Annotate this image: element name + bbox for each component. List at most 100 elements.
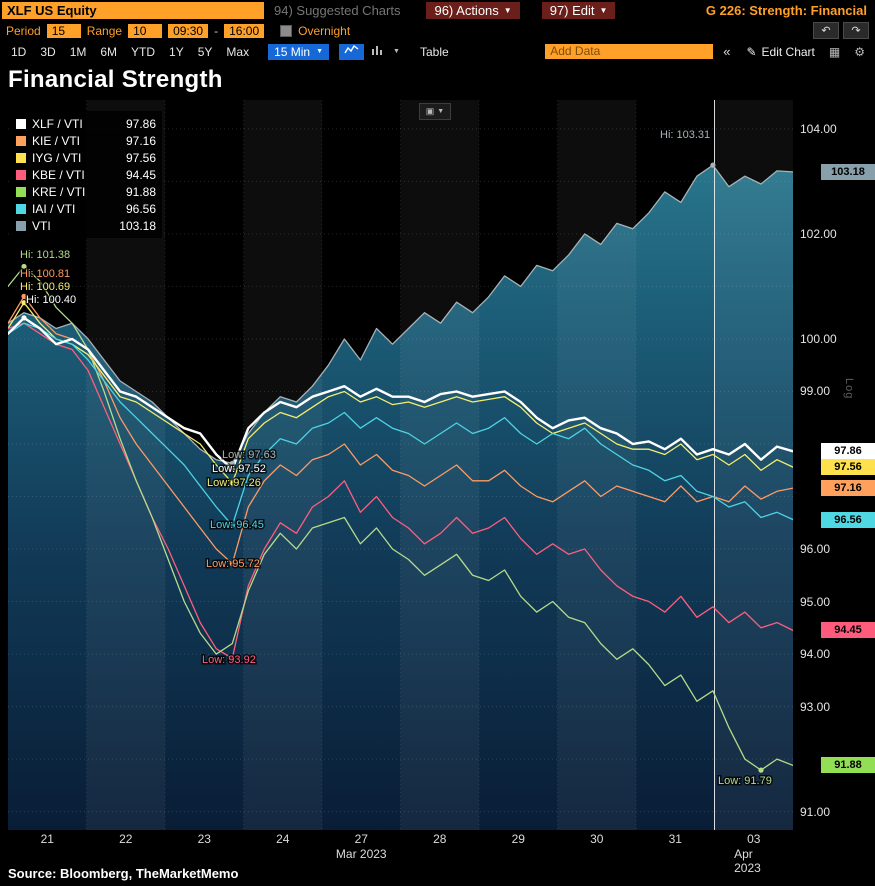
range-tab-ytd[interactable]: YTD xyxy=(124,44,162,60)
legend-value: 103.18 xyxy=(119,218,156,233)
legend-label: KIE / VTI xyxy=(32,133,81,148)
x-axis-month-label: Apr 2023 xyxy=(734,847,761,875)
session-band xyxy=(714,100,793,830)
range-tab-3d[interactable]: 3D xyxy=(33,44,62,60)
interval-dropdown[interactable]: 15 Min ▼ xyxy=(268,43,330,60)
legend-row-kbe[interactable]: KBE / VTI 94.45 xyxy=(16,166,156,183)
x-axis-day-label: 24 xyxy=(276,832,290,846)
annotation-dot xyxy=(229,466,235,472)
chart-type-chevron-icon[interactable]: ▼ xyxy=(393,48,400,55)
edit-menu-label: 97) Edit xyxy=(549,3,595,18)
bar-chart-type-button[interactable] xyxy=(366,44,388,60)
annotation-label: Hi: 101.38 xyxy=(20,249,70,261)
overnight-checkbox[interactable] xyxy=(280,24,293,37)
menu-bar: XLF US Equity 94) Suggested Charts 96) A… xyxy=(0,0,875,21)
source-credit: Source: Bloomberg, TheMarketMemo xyxy=(8,866,239,881)
gear-icon[interactable]: ⚙ xyxy=(854,44,865,59)
chart-plot-area[interactable]: Hi: 103.31 Hi: 101.38 Hi: 100.81 Hi: 100.69… xyxy=(8,100,793,830)
redo-button[interactable]: ↷ xyxy=(843,22,869,39)
chart-options-chip[interactable]: ▣ ▼ xyxy=(419,103,451,120)
actions-menu[interactable]: 96) Actions ▼ xyxy=(426,2,520,19)
legend-label: IAI / VTI xyxy=(32,201,76,216)
legend-row-kre[interactable]: KRE / VTI 91.88 xyxy=(16,183,156,200)
legend-swatch xyxy=(16,118,26,129)
x-axis-day-label: 21 xyxy=(40,832,54,846)
grid-icon[interactable]: ▦ xyxy=(828,44,841,59)
series-line-kre xyxy=(8,265,793,771)
legend: XLF / VTI 97.86 KIE / VTI 97.16 IYG / VTI 97.… xyxy=(10,111,162,238)
legend-swatch xyxy=(16,186,26,197)
security-ticker-box[interactable]: XLF US Equity xyxy=(2,2,264,19)
range-tab-6m[interactable]: 6M xyxy=(93,44,124,60)
legend-label: KBE / VTI xyxy=(32,167,85,182)
session-dash: - xyxy=(214,23,219,38)
undo-button[interactable]: ↶ xyxy=(813,22,839,39)
annotation-label: Hi: 103.31 xyxy=(660,129,710,141)
range-tab-1d[interactable]: 1D xyxy=(4,44,33,60)
annotation-dot xyxy=(758,767,764,773)
y-axis-label: 95.00 xyxy=(800,594,831,609)
range-tab-1y[interactable]: 1Y xyxy=(162,44,191,60)
session-start-input[interactable]: 09:30 xyxy=(168,23,209,38)
range-tab-max[interactable]: Max xyxy=(219,44,256,60)
log-scale-label: Log xyxy=(843,378,855,400)
x-axis-month-label: Mar 2023 xyxy=(335,847,387,861)
y-axis-label: 94.00 xyxy=(800,647,831,662)
annotation-label: Low: 93.92 xyxy=(202,654,256,666)
annotation-dot xyxy=(710,162,716,168)
legend-row-kie[interactable]: KIE / VTI 97.16 xyxy=(16,132,156,149)
x-axis-day-label: 31 xyxy=(668,832,682,846)
range-input[interactable]: 10 xyxy=(128,23,163,38)
annotation-label: Low: 91.79 xyxy=(718,775,772,787)
line-chart-type-button[interactable] xyxy=(339,43,365,60)
legend-row-xlf[interactable]: XLF / VTI 97.86 xyxy=(16,115,156,132)
legend-label: KRE / VTI xyxy=(32,184,86,199)
y-axis: Log 104.00 102.00 100.00 99.00 96.00 95.00 94.… xyxy=(793,100,875,830)
add-data-input[interactable]: Add Data xyxy=(545,44,714,59)
range-tab-5y[interactable]: 5Y xyxy=(191,44,220,60)
price-badge-kbe: 94.45 xyxy=(821,622,875,639)
table-button[interactable]: Table xyxy=(411,45,458,59)
session-band xyxy=(400,100,479,830)
range-tab-1m[interactable]: 1M xyxy=(63,44,94,60)
menu-suggested-charts[interactable]: 94) Suggested Charts xyxy=(274,3,401,18)
legend-row-iyg[interactable]: IYG / VTI 97.56 xyxy=(16,149,156,166)
series-line-vti xyxy=(8,164,793,465)
bar-chart-icon xyxy=(371,44,383,59)
collapse-button[interactable]: « xyxy=(723,44,731,59)
legend-value: 91.88 xyxy=(125,184,156,199)
edit-chart-button[interactable]: ✎ Edit Chart xyxy=(740,44,820,60)
price-badge-iyg: 97.56 xyxy=(821,459,875,476)
series-line-iai xyxy=(8,322,793,527)
edit-menu[interactable]: 97) Edit ▼ xyxy=(541,2,616,19)
legend-value: 97.16 xyxy=(125,133,156,148)
y-axis-label: 96.00 xyxy=(800,542,831,557)
legend-swatch xyxy=(16,203,26,214)
price-badge-kre: 91.88 xyxy=(821,757,875,774)
annotation-dot xyxy=(21,263,27,270)
interval-value: 15 Min xyxy=(274,44,311,59)
annotation-dot xyxy=(229,655,235,661)
session-end-input[interactable]: 16:00 xyxy=(224,23,265,38)
x-axis: 21 22 23 24 27 28 29 30 31 03 Mar 2023 Apr 2023 xyxy=(8,830,793,875)
legend-row-iai[interactable]: IAI / VTI 96.56 xyxy=(16,200,156,217)
period-input[interactable]: 15 xyxy=(46,23,81,38)
function-title: G 226: Strength: Financial xyxy=(705,3,867,18)
history-controls: ↶ ↷ xyxy=(813,22,869,39)
legend-value: 97.86 xyxy=(125,116,156,131)
annotation-dot xyxy=(21,315,27,321)
period-label: Period xyxy=(6,23,41,38)
annotation-label: Hi: 100.40 xyxy=(26,294,76,306)
annotation-dot xyxy=(21,293,27,299)
annotation-label: Low: 97.26 xyxy=(207,477,261,489)
y-axis-label: 104.00 xyxy=(800,121,837,136)
legend-label: VTI xyxy=(32,218,51,233)
x-axis-day-label: 23 xyxy=(197,832,211,846)
line-chart-icon xyxy=(344,44,359,59)
chart-chip-icon: ▣ xyxy=(425,106,435,116)
annotation-label: Low: 95.72 xyxy=(206,558,260,570)
annotation-label: Low: 97.52 xyxy=(212,463,266,475)
legend-row-vti[interactable]: VTI 103.18 xyxy=(16,217,156,234)
price-badge-iai: 96.56 xyxy=(821,511,875,528)
